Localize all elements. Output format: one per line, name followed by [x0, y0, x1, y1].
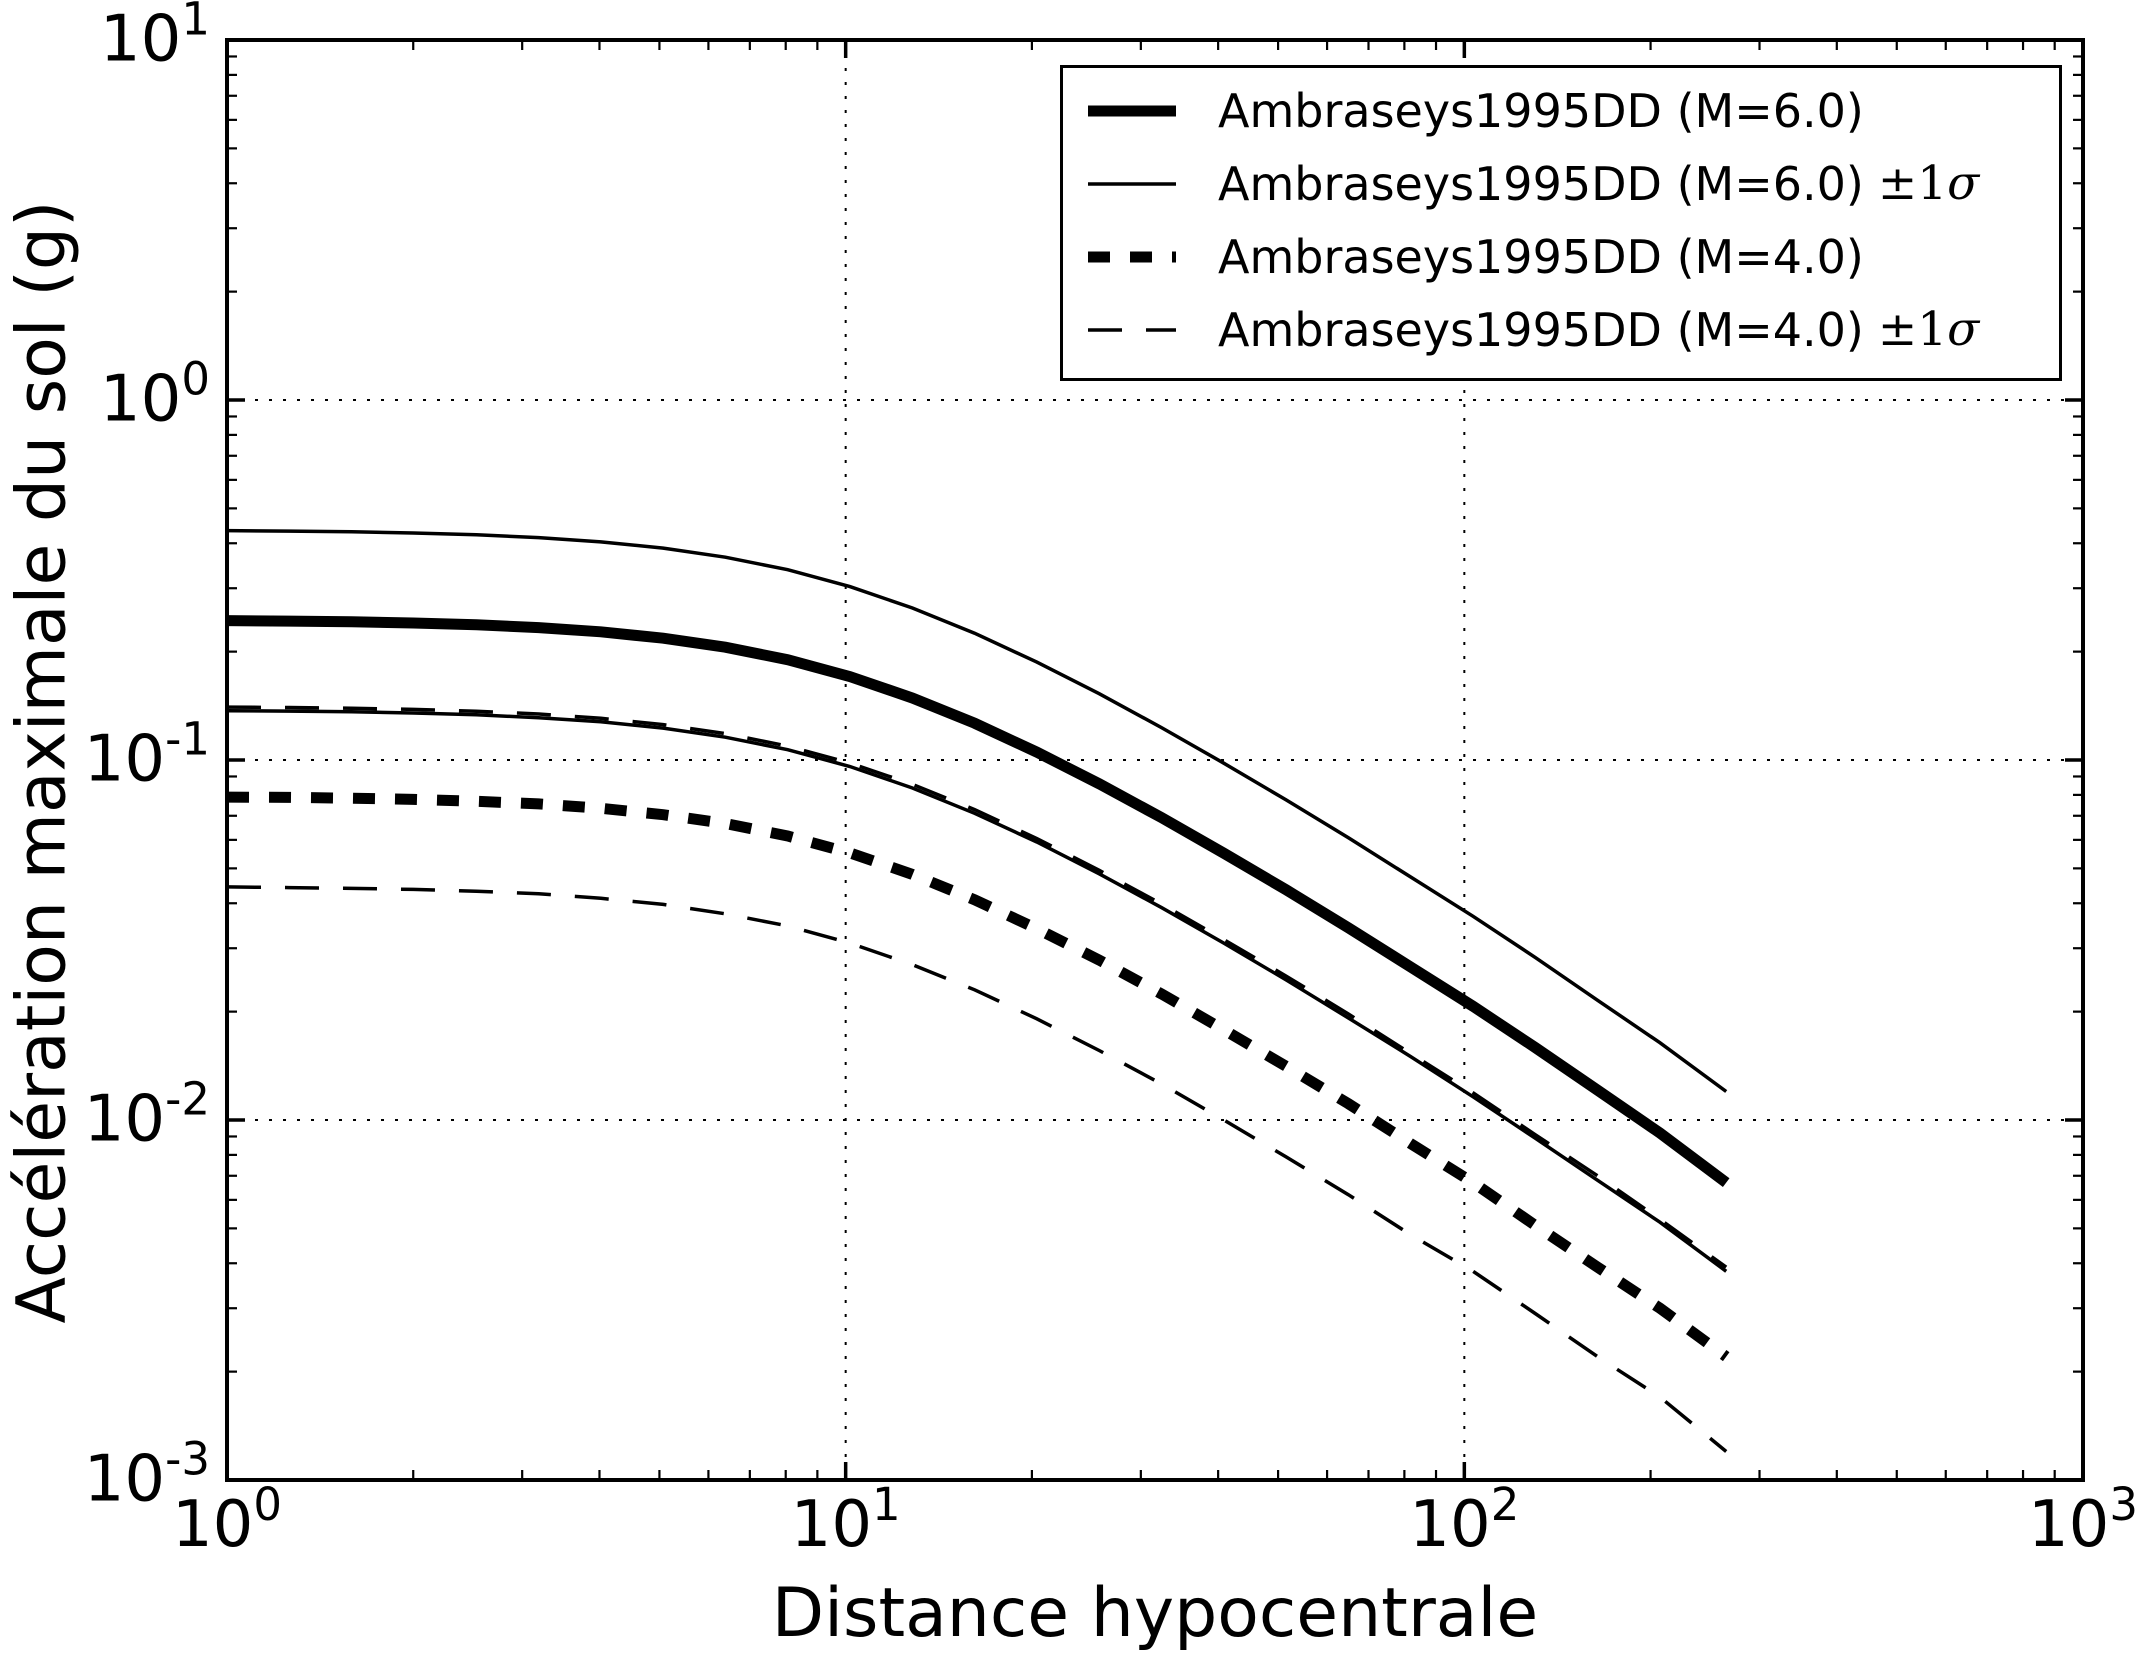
legend-sigma-suffix: ±1σ	[1878, 302, 1979, 357]
legend-label: Ambraseys1995DD (M=6.0)	[1218, 83, 1864, 138]
y-tick-label: 10-3	[84, 1436, 210, 1513]
tick-base: 10	[99, 2, 182, 77]
curve-m4-lower	[226, 885, 1728, 1453]
tick-exponent: -1	[165, 712, 210, 766]
tick-exponent: 2	[1490, 1478, 1520, 1531]
x-tick-label: 103	[2028, 1482, 2137, 1559]
tick-base: 10	[790, 1488, 873, 1562]
tick-base: 10	[2027, 1488, 2110, 1562]
legend-item: Ambraseys1995DD (M=4.0)	[1063, 220, 2059, 293]
x-tick-label: 101	[791, 1482, 901, 1559]
legend-item: Ambraseys1995DD (M=6.0)	[1063, 74, 2059, 147]
tick-exponent: 0	[253, 1478, 283, 1531]
tick-base: 10	[83, 722, 166, 797]
sigma-symbol: σ	[1947, 156, 1980, 211]
x-axis-label: Distance hypocentrale	[771, 1574, 1539, 1653]
legend-label: Ambraseys1995DD (M=4.0)	[1218, 229, 1864, 284]
tick-base: 10	[1409, 1488, 1491, 1562]
curve-m6-lower	[226, 708, 1728, 1273]
sigma-symbol: σ	[1947, 302, 1980, 357]
legend-line-sample-thin-solid	[1088, 181, 1176, 186]
tick-base: 10	[171, 1488, 254, 1562]
tick-exponent: -2	[165, 1072, 210, 1126]
plus-minus-one: ±1	[1877, 302, 1948, 357]
plus-minus-one: ±1	[1877, 156, 1948, 211]
y-tick-label: 10-1	[84, 716, 210, 793]
curve-m4-upper	[226, 705, 1728, 1269]
legend-item: Ambraseys1995DD (M=4.0) ±1σ	[1063, 293, 2059, 366]
y-axis-label: Accélération maximale du sol (g)	[2, 200, 82, 1324]
legend: Ambraseys1995DD (M=6.0) Ambraseys1995DD (…	[1060, 65, 2062, 381]
y-tick-label: 100	[100, 356, 210, 433]
tick-exponent: 3	[2109, 1478, 2137, 1531]
legend-label: Ambraseys1995DD (M=6.0)	[1218, 156, 1864, 211]
legend-line-sample-thick-dashed	[1088, 251, 1176, 262]
tick-exponent: 0	[181, 352, 210, 406]
legend-item: Ambraseys1995DD (M=6.0) ±1σ	[1063, 147, 2059, 220]
x-tick-label: 100	[172, 1482, 282, 1559]
tick-exponent: 1	[872, 1478, 901, 1531]
legend-line-sample-thin-dashed	[1088, 327, 1176, 332]
curve-m4-mean	[226, 791, 1730, 1362]
tick-exponent: -3	[165, 1432, 210, 1486]
y-tick-label: 101	[100, 0, 210, 73]
legend-sigma-suffix: ±1σ	[1878, 156, 1979, 211]
legend-label: Ambraseys1995DD (M=4.0)	[1218, 302, 1864, 357]
curve-m6-mean	[226, 615, 1730, 1188]
tick-base: 10	[99, 362, 182, 437]
x-tick-label: 102	[1409, 1482, 1519, 1559]
tick-base: 10	[83, 1442, 166, 1517]
tick-base: 10	[83, 1082, 166, 1157]
tick-exponent: 1	[181, 0, 210, 46]
legend-line-sample-thick-solid	[1088, 105, 1176, 116]
curve-m6-upper	[226, 528, 1728, 1093]
y-tick-label: 10-2	[84, 1076, 210, 1153]
